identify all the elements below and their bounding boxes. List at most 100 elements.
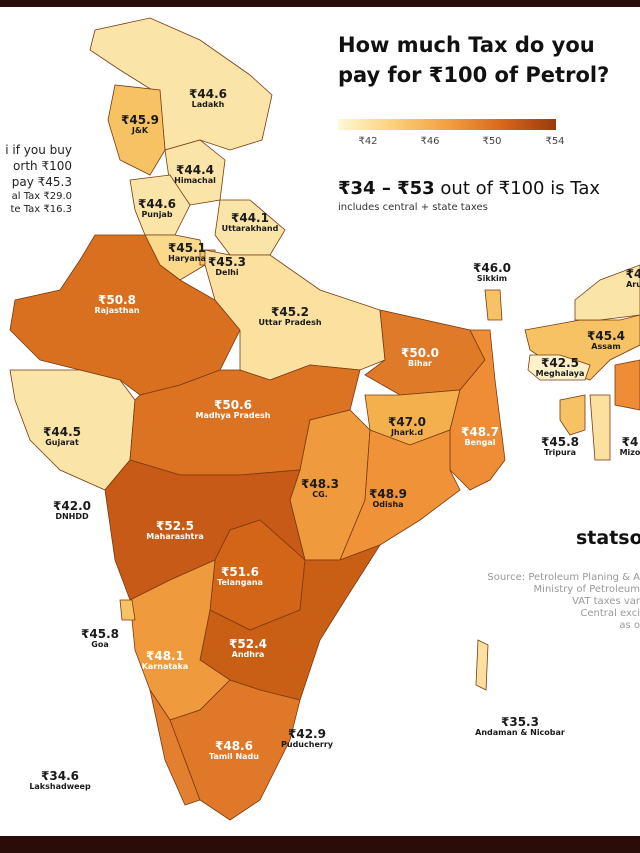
state-label: ₹48.9 Odisha bbox=[369, 488, 407, 509]
legend-tick: ₹54 bbox=[545, 136, 565, 147]
tax-note: includes central + state taxes bbox=[338, 202, 488, 213]
state-value: ₹48.1 bbox=[146, 649, 184, 663]
region-tripura bbox=[559, 394, 586, 436]
side-note-line: orth ₹100 bbox=[13, 159, 72, 173]
side-note-line: te Tax ₹16.3 bbox=[10, 204, 72, 215]
state-name: Goa bbox=[91, 639, 109, 649]
state-value: ₹42.5 bbox=[541, 356, 579, 370]
state-label: ₹51.6 Telangana bbox=[217, 566, 263, 587]
state-name: Tripura bbox=[543, 447, 577, 457]
state-name: Kerala bbox=[129, 769, 159, 779]
state-value: ₹52.4 bbox=[229, 637, 267, 651]
state-value: ₹42.9 bbox=[288, 727, 326, 741]
state-name: Delhi bbox=[215, 267, 239, 277]
side-note-line: pay ₹45.3 bbox=[11, 175, 72, 189]
state-label: ₹50.6 Madhya Pradesh bbox=[196, 399, 271, 420]
source-line: VAT taxes var bbox=[572, 596, 640, 607]
state-value: ₹52.5 bbox=[156, 519, 194, 533]
state-value: ₹48.9 bbox=[369, 487, 407, 501]
state-label: ₹47.0 Jhark.d bbox=[388, 416, 426, 437]
state-name: Lakshadweep bbox=[29, 781, 91, 791]
state-name: Puducherry bbox=[281, 739, 333, 749]
source-line: Central exci bbox=[580, 608, 640, 619]
state-label: ₹44.1 Uttarakhand bbox=[222, 212, 279, 233]
legend-tick: ₹42 bbox=[358, 136, 378, 147]
state-label: ₹35.3 Andaman & Nicobar bbox=[475, 716, 565, 737]
state-value: ₹48.3 bbox=[301, 477, 339, 491]
state-name: Karnataka bbox=[141, 661, 189, 671]
state-name: Madhya Pradesh bbox=[195, 410, 271, 420]
state-label: ₹45.8 Tripura bbox=[541, 436, 579, 457]
state-name: DNHDD bbox=[55, 511, 89, 521]
state-label: ₹50.0 Bihar bbox=[401, 347, 439, 368]
state-name: Jhark.d bbox=[390, 427, 424, 437]
legend-tick: ₹46 bbox=[420, 136, 440, 147]
state-name: Andaman & Nicobar bbox=[475, 727, 565, 737]
state-name: Andhra bbox=[231, 649, 265, 659]
state-value: ₹50.6 bbox=[214, 398, 252, 412]
state-name: Odisha bbox=[372, 499, 404, 509]
state-label: ₹4 Mizo bbox=[620, 436, 640, 457]
state-name: Uttar Pradesh bbox=[258, 317, 322, 327]
side-note-line: al Tax ₹29.0 bbox=[11, 191, 72, 202]
state-value: ₹44.6 bbox=[189, 87, 227, 101]
state-value: ₹42.0 bbox=[53, 499, 91, 513]
state-label: ₹45.1 Haryana bbox=[168, 242, 206, 263]
state-label: ₹45.3 Delhi bbox=[208, 256, 246, 277]
state-name: Haryana bbox=[168, 253, 206, 263]
state-value: ₹48.6 bbox=[215, 739, 253, 753]
state-value: ₹51.6 bbox=[221, 565, 259, 579]
state-name: Aru bbox=[626, 279, 640, 289]
state-label: ₹45.4 Assam bbox=[587, 330, 625, 351]
state-label: ₹45.9 J&K bbox=[121, 114, 159, 135]
state-label: ₹44.5 Gujarat bbox=[43, 426, 81, 447]
state-value: ₹35.3 bbox=[501, 715, 539, 729]
state-value: ₹50.2 bbox=[125, 757, 163, 771]
region-sikkim bbox=[484, 289, 503, 321]
state-value: ₹34.6 bbox=[41, 769, 79, 783]
bottom-border bbox=[0, 836, 640, 853]
state-value: ₹45.4 bbox=[587, 329, 625, 343]
state-name: Assam bbox=[591, 341, 621, 351]
region-manipur bbox=[614, 359, 640, 411]
region-odisha bbox=[339, 429, 461, 561]
tax-range-rest: out of ₹100 is Tax bbox=[434, 178, 601, 199]
state-value: ₹50.8 bbox=[98, 293, 136, 307]
side-note-line: i if you buy bbox=[5, 143, 72, 157]
region-jk bbox=[107, 84, 166, 176]
state-value: ₹44.5 bbox=[43, 425, 81, 439]
title-line-2: pay for ₹100 of Petrol? bbox=[338, 63, 610, 87]
state-value: ₹50.0 bbox=[401, 346, 439, 360]
state-label: ₹42.9 Puducherry bbox=[281, 728, 333, 749]
state-name: Bengal bbox=[464, 437, 496, 447]
state-name: CG. bbox=[312, 489, 328, 499]
state-name: Maharashtra bbox=[146, 531, 204, 541]
state-label: ₹44.6 Ladakh bbox=[189, 88, 227, 109]
source-line: Source: Petroleum Planing & A bbox=[487, 572, 640, 583]
state-label: ₹52.4 Andhra bbox=[229, 638, 267, 659]
state-name: Himachal bbox=[174, 175, 216, 185]
state-value: ₹46.0 bbox=[473, 261, 511, 275]
color-legend-bar bbox=[338, 119, 556, 130]
state-label: ₹48.7 Bengal bbox=[461, 426, 499, 447]
state-name: Punjab bbox=[141, 209, 173, 219]
state-label: ₹48.3 CG. bbox=[301, 478, 339, 499]
state-value: ₹45.3 bbox=[208, 255, 246, 269]
state-name: Telangana bbox=[217, 577, 263, 587]
brand-name: statsofi bbox=[576, 527, 640, 549]
state-label: ₹50.8 Rajasthan bbox=[94, 294, 139, 315]
region-mizoram bbox=[589, 394, 611, 461]
state-value: ₹4 bbox=[621, 435, 639, 449]
region-andaman bbox=[475, 639, 489, 691]
state-label: ₹44.6 Punjab bbox=[138, 198, 176, 219]
state-name: J&K bbox=[131, 125, 149, 135]
region-bengal bbox=[449, 329, 506, 491]
state-name: Gujarat bbox=[45, 437, 79, 447]
state-value: ₹45.8 bbox=[81, 627, 119, 641]
state-value: ₹47.0 bbox=[388, 415, 426, 429]
state-name: Ladakh bbox=[191, 99, 225, 109]
tax-range: ₹34 – ₹53 out of ₹100 is Tax bbox=[338, 178, 600, 199]
map-title: How much Tax do you pay for ₹100 of Petr… bbox=[338, 30, 609, 90]
region-arunachal bbox=[574, 264, 640, 321]
